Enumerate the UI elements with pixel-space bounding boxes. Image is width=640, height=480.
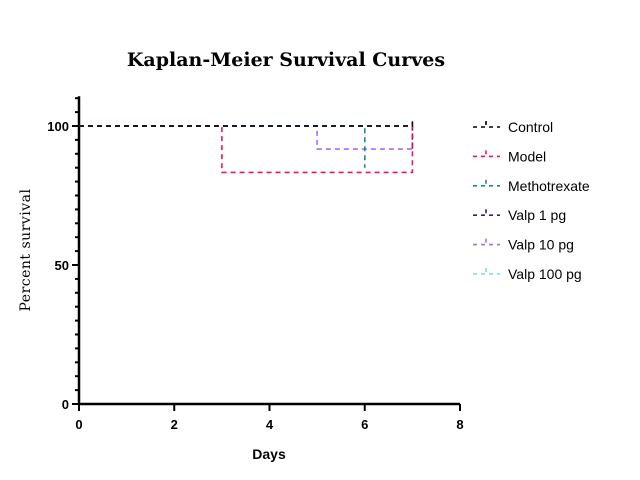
y-tick-label: 0	[62, 397, 69, 412]
legend-swatch	[473, 238, 500, 246]
y-tick-label: 100	[47, 119, 69, 134]
x-tick-label: 4	[266, 417, 274, 432]
legend-swatch	[473, 179, 500, 187]
legend: Control Model Methotrexate Valp 1 pg Valp 10…	[473, 119, 590, 282]
survival-curve-model	[79, 125, 414, 174]
legend-swatch	[473, 209, 500, 216]
y-tick-label: 50	[55, 258, 69, 273]
axes: 0 50 100 0 2 4 6 8	[47, 96, 464, 432]
legend-item: Valp 1 pg	[473, 207, 566, 223]
legend-swatch	[473, 150, 500, 158]
legend-item: Valp 10 pg	[473, 237, 574, 253]
y-axis-label: Percent survival	[18, 188, 34, 311]
survival-curve-valp-1-pg	[79, 125, 414, 150]
x-tick-label: 8	[456, 417, 463, 432]
legend-swatch	[473, 268, 500, 275]
legend-label: Control	[508, 119, 553, 135]
x-tick-label: 0	[75, 417, 82, 432]
x-axis-label: Days	[252, 446, 286, 462]
chart-title: Kaplan-Meier Survival Curves	[127, 49, 445, 71]
legend-item: Control	[473, 119, 553, 135]
survival-curve-control	[79, 120, 414, 127]
legend-item: Methotrexate	[473, 178, 590, 194]
legend-label: Valp 100 pg	[508, 266, 582, 282]
legend-item: Model	[473, 148, 546, 164]
survival-curve-valp-10-pg	[79, 125, 413, 150]
legend-label: Model	[508, 148, 546, 164]
survival-curves	[79, 120, 414, 174]
legend-swatch	[473, 121, 500, 128]
x-tick-label: 6	[361, 417, 368, 432]
legend-label: Valp 1 pg	[508, 207, 566, 223]
legend-label: Valp 10 pg	[508, 237, 574, 253]
x-tick-label: 2	[171, 417, 178, 432]
legend-label: Methotrexate	[508, 178, 590, 194]
legend-item: Valp 100 pg	[473, 266, 582, 282]
